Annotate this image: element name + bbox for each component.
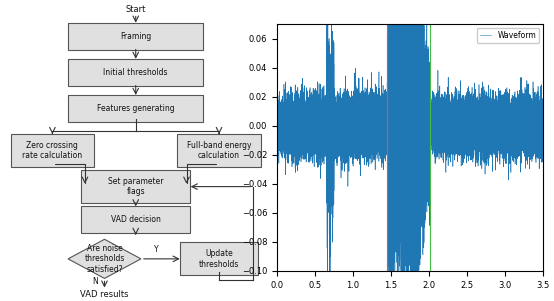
Text: Set parameter
flags: Set parameter flags xyxy=(108,177,163,196)
FancyBboxPatch shape xyxy=(11,134,94,167)
Waveform xyxy=(447,104,453,108)
Waveform xyxy=(329,94,335,97)
Line: Waveform: Waveform xyxy=(277,0,543,301)
Waveform xyxy=(540,130,546,134)
Waveform xyxy=(307,125,314,129)
Polygon shape xyxy=(68,239,141,278)
FancyBboxPatch shape xyxy=(177,134,261,167)
Waveform xyxy=(522,111,529,114)
Legend: Waveform: Waveform xyxy=(476,28,539,43)
Text: Initial thresholds: Initial thresholds xyxy=(104,68,168,77)
FancyBboxPatch shape xyxy=(180,242,258,275)
Waveform xyxy=(274,137,280,140)
Waveform xyxy=(303,128,310,132)
Text: Are noise
thresholds
satisfied?: Are noise thresholds satisfied? xyxy=(84,244,125,274)
FancyBboxPatch shape xyxy=(81,206,191,233)
Text: VAD results: VAD results xyxy=(80,290,129,299)
Text: VAD decision: VAD decision xyxy=(111,215,161,224)
Text: Features generating: Features generating xyxy=(97,104,175,113)
Text: N: N xyxy=(93,277,98,286)
Text: Start: Start xyxy=(126,5,146,14)
Text: Update
thresholds: Update thresholds xyxy=(199,249,239,268)
Text: Full-band energy
calculation: Full-band energy calculation xyxy=(187,141,252,160)
FancyBboxPatch shape xyxy=(81,170,191,203)
Text: Y: Y xyxy=(154,245,159,254)
FancyBboxPatch shape xyxy=(68,59,203,86)
FancyBboxPatch shape xyxy=(68,95,203,122)
Waveform xyxy=(411,174,417,178)
Text: Zero crossing
rate calculation: Zero crossing rate calculation xyxy=(22,141,83,160)
Text: Framing: Framing xyxy=(120,32,151,41)
FancyBboxPatch shape xyxy=(68,23,203,50)
